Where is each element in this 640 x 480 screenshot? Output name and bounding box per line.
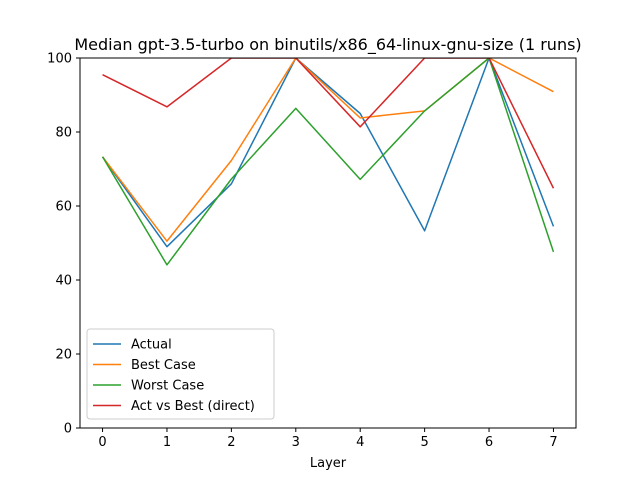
series-line-0 — [101, 58, 555, 248]
x-tick-label: 1 — [163, 435, 171, 450]
series-line-2 — [101, 58, 555, 266]
y-tick-label: 100 — [47, 52, 72, 67]
axis-ticks: 0 1 2 3 4 5 6 7 0 20 40 60 80 100 — [47, 52, 557, 451]
x-tick-label: 3 — [292, 435, 300, 450]
plot-frame — [79, 57, 577, 429]
y-tick-label: 20 — [55, 348, 72, 363]
legend: Actual Best Case Worst Case Act vs Best (di… — [86, 328, 275, 420]
legend-box — [86, 328, 275, 420]
legend-label: Worst Case — [131, 379, 204, 394]
y-tick-label: 80 — [55, 126, 72, 141]
x-tick-label: 0 — [98, 435, 106, 450]
chart-title: Median gpt-3.5-turbo on binutils/x86_64-… — [74, 35, 581, 55]
x-tick-label: 2 — [227, 435, 235, 450]
x-tick-label: 4 — [356, 435, 364, 450]
series-layer — [101, 58, 555, 266]
x-tick-label: 5 — [420, 435, 428, 450]
legend-label: Act vs Best (direct) — [131, 399, 255, 414]
series-line-3 — [102, 58, 555, 189]
y-tick-label: 0 — [64, 422, 72, 437]
x-axis-title: Layer — [310, 456, 347, 471]
y-tick-label: 40 — [55, 274, 72, 289]
legend-label: Best Case — [131, 358, 196, 373]
x-tick-label: 7 — [549, 435, 557, 450]
y-tick-label: 60 — [55, 200, 72, 215]
x-tick-label: 6 — [485, 435, 493, 450]
legend-label: Actual — [131, 338, 172, 353]
